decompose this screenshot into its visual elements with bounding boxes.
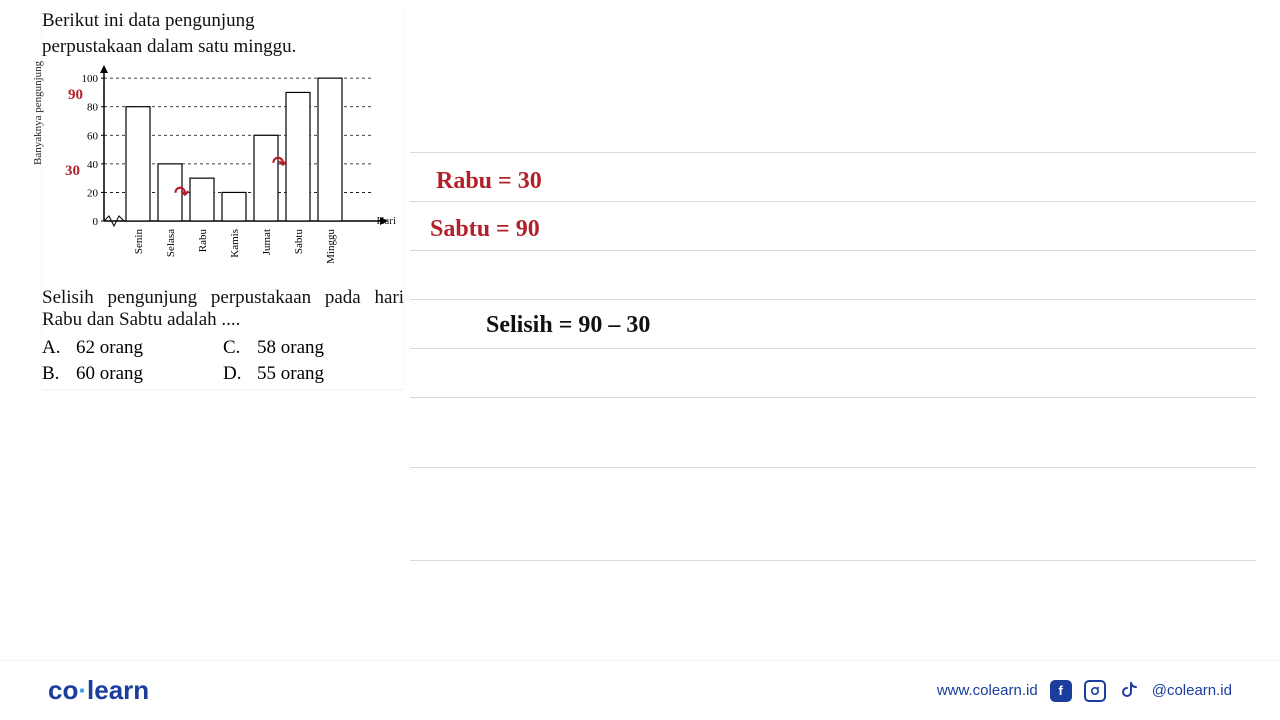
hw-selisih: Selisih = 90 – 30 — [486, 312, 650, 339]
svg-text:Minggu: Minggu — [325, 229, 337, 264]
bar — [222, 193, 246, 222]
bar — [318, 78, 342, 221]
logo: co·learn — [48, 675, 149, 706]
option-c: C. 58 orang — [223, 337, 404, 359]
option-text: 55 orang — [257, 363, 324, 385]
intro-line1: Berikut ini data pengunjung — [42, 10, 255, 31]
option-text: 60 orang — [76, 363, 143, 385]
logo-learn: learn — [87, 675, 149, 705]
footer: co·learn www.colearn.id f @colearn.id — [0, 660, 1280, 720]
footer-handle[interactable]: @colearn.id — [1152, 682, 1232, 699]
logo-co: co — [48, 675, 78, 705]
svg-text:Selasa: Selasa — [165, 229, 177, 257]
bar-chart: Banyaknya pengunjung Hari 020406080100Se… — [42, 65, 394, 275]
svg-text:20: 20 — [87, 188, 99, 200]
ruled-line — [410, 152, 1256, 153]
question-intro: Berikut ini data pengunjung perpustakaan… — [42, 8, 404, 59]
bar — [190, 178, 214, 221]
annotation-30: 30 — [65, 163, 80, 180]
logo-dot: · — [78, 675, 87, 705]
bar — [286, 93, 310, 222]
option-a: A. 62 orang — [42, 337, 223, 359]
svg-text:40: 40 — [87, 159, 99, 171]
footer-website[interactable]: www.colearn.id — [937, 682, 1038, 699]
question-panel: Berikut ini data pengunjung perpustakaan… — [42, 8, 404, 389]
svg-text:Sabtu: Sabtu — [293, 229, 305, 255]
content-area: Berikut ini data pengunjung perpustakaan… — [0, 0, 1280, 660]
ruled-line — [410, 250, 1256, 251]
svg-text:Kamis: Kamis — [229, 229, 241, 258]
option-text: 62 orang — [76, 337, 143, 359]
option-b: B. 60 orang — [42, 363, 223, 385]
option-letter: B. — [42, 363, 64, 385]
question-prompt: Selisih pengunjung perpustakaan pada har… — [42, 287, 404, 331]
option-letter: A. — [42, 337, 64, 359]
instagram-icon[interactable] — [1084, 680, 1106, 702]
svg-text:80: 80 — [87, 102, 99, 114]
svg-text:Jumat: Jumat — [261, 229, 273, 255]
ruled-line — [410, 348, 1256, 349]
ruled-line — [410, 560, 1256, 561]
y-axis-label: Banyaknya pengunjung — [32, 61, 44, 165]
ruled-line — [410, 201, 1256, 202]
hw-sabtu: Sabtu = 90 — [430, 216, 540, 243]
svg-text:60: 60 — [87, 131, 99, 143]
option-text: 58 orang — [257, 337, 324, 359]
chart-svg: 0 20 40 60 80 100 Senin Selasa Rabu Kamis Jumat Sab… — [62, 65, 394, 275]
svg-text:0: 0 — [93, 216, 99, 228]
annotation-arrow-rabu: ↷ — [174, 183, 189, 204]
ruled-line — [410, 467, 1256, 468]
intro-line2: perpustakaan dalam satu minggu. — [42, 36, 296, 57]
svg-text:100: 100 — [82, 73, 99, 85]
option-letter: D. — [223, 363, 245, 385]
svg-text:Senin: Senin — [133, 229, 145, 255]
answer-options: A. 62 orang C. 58 orang B. 60 orang D. 5… — [42, 337, 404, 385]
ruled-line — [410, 397, 1256, 398]
annotation-90: 90 — [68, 87, 83, 104]
hw-rabu: Rabu = 30 — [436, 168, 542, 195]
tiktok-icon[interactable] — [1118, 680, 1140, 702]
svg-text:Rabu: Rabu — [197, 229, 209, 253]
ruled-line — [410, 299, 1256, 300]
option-letter: C. — [223, 337, 245, 359]
bar — [126, 107, 150, 221]
option-d: D. 55 orang — [223, 363, 404, 385]
bar — [254, 136, 278, 222]
annotation-arrow-sabtu: ↷ — [272, 153, 287, 174]
footer-right: www.colearn.id f @colearn.id — [937, 680, 1232, 702]
facebook-icon[interactable]: f — [1050, 680, 1072, 702]
